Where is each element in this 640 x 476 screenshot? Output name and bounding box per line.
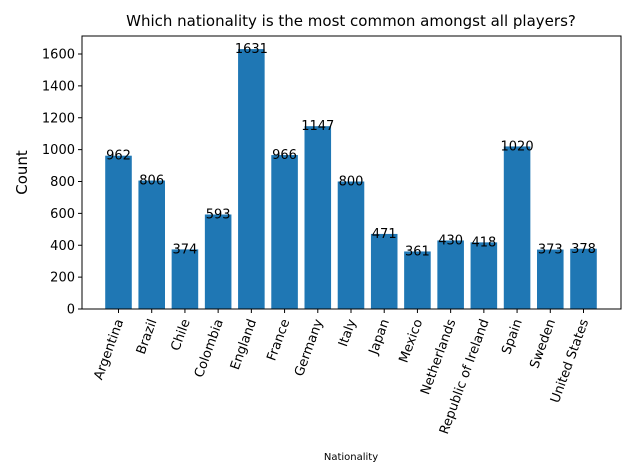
bar-colombia [204,214,232,309]
bar-value-label: 800 [339,175,364,190]
bars-group [105,49,597,309]
x-tick-label: Germany [292,317,327,379]
bar-republic-of-ireland [470,242,498,309]
bar-value-label: 1147 [301,119,334,134]
x-tick-label: Chile [168,317,193,353]
x-tick-label: Argentina [91,317,127,382]
x-tick-label: England [228,317,260,372]
chart-title: Which nationality is the most common amo… [126,12,576,30]
y-tick-label: 1000 [42,143,75,158]
bar-argentina [105,155,132,309]
bar-value-label: 418 [471,235,496,250]
bar-labels-group: 962 806 374 593 1631 966 1147 800 471 361 430 418 10… [106,42,596,259]
y-tick-label: 1400 [42,79,75,94]
x-axis-label: Nationality [324,452,378,463]
bar-chile [171,249,199,309]
bar-united-states [570,248,597,309]
bar-value-label: 374 [173,242,198,257]
y-axis-label: Count [13,150,31,195]
bar-value-label: 373 [538,243,563,258]
y-tick-label: 600 [50,207,75,222]
y-tick-label: 200 [50,271,75,286]
x-tick-label: Colombia [192,317,227,380]
bar-value-label: 962 [106,149,131,164]
bar-france [271,155,298,309]
bar-value-label: 593 [206,207,231,222]
x-tick-label: Mexico [397,317,427,365]
y-tick-label: 0 [67,303,75,318]
y-tick-label: 800 [50,175,75,190]
bar-sweden [537,249,564,309]
x-tick-label: France [264,317,293,363]
bar-value-label: 430 [438,233,463,248]
bar-england [238,49,265,309]
x-tick-label: Sweden [527,317,559,370]
x-tick-label: Brazil [134,317,161,356]
bar-netherlands [437,240,464,309]
bar-germany [304,126,332,309]
bar-italy [337,181,365,309]
bar-value-label: 378 [571,242,596,257]
bar-value-label: 806 [139,174,164,189]
bar-value-label: 1020 [501,139,534,154]
bar-value-label: 471 [372,227,397,242]
x-tick-label: Spain [499,317,526,356]
bar-spain [503,146,531,309]
y-tick-label: 1600 [42,48,75,63]
bar-value-label: 1631 [235,42,268,57]
y-tick-label: 1200 [42,111,75,126]
x-tick-label: Italy [336,317,360,349]
y-tick-label: 400 [50,239,75,254]
x-tick-label: Japan [366,317,393,357]
bar-mexico [404,251,431,309]
y-axis: 0 200 400 600 800 1000 1200 1400 1600 [42,48,82,318]
bar-japan [370,233,398,309]
plot-frame [81,35,622,310]
bar-brazil [138,180,165,309]
bar-value-label: 966 [272,148,297,163]
bar-value-label: 361 [405,244,430,259]
